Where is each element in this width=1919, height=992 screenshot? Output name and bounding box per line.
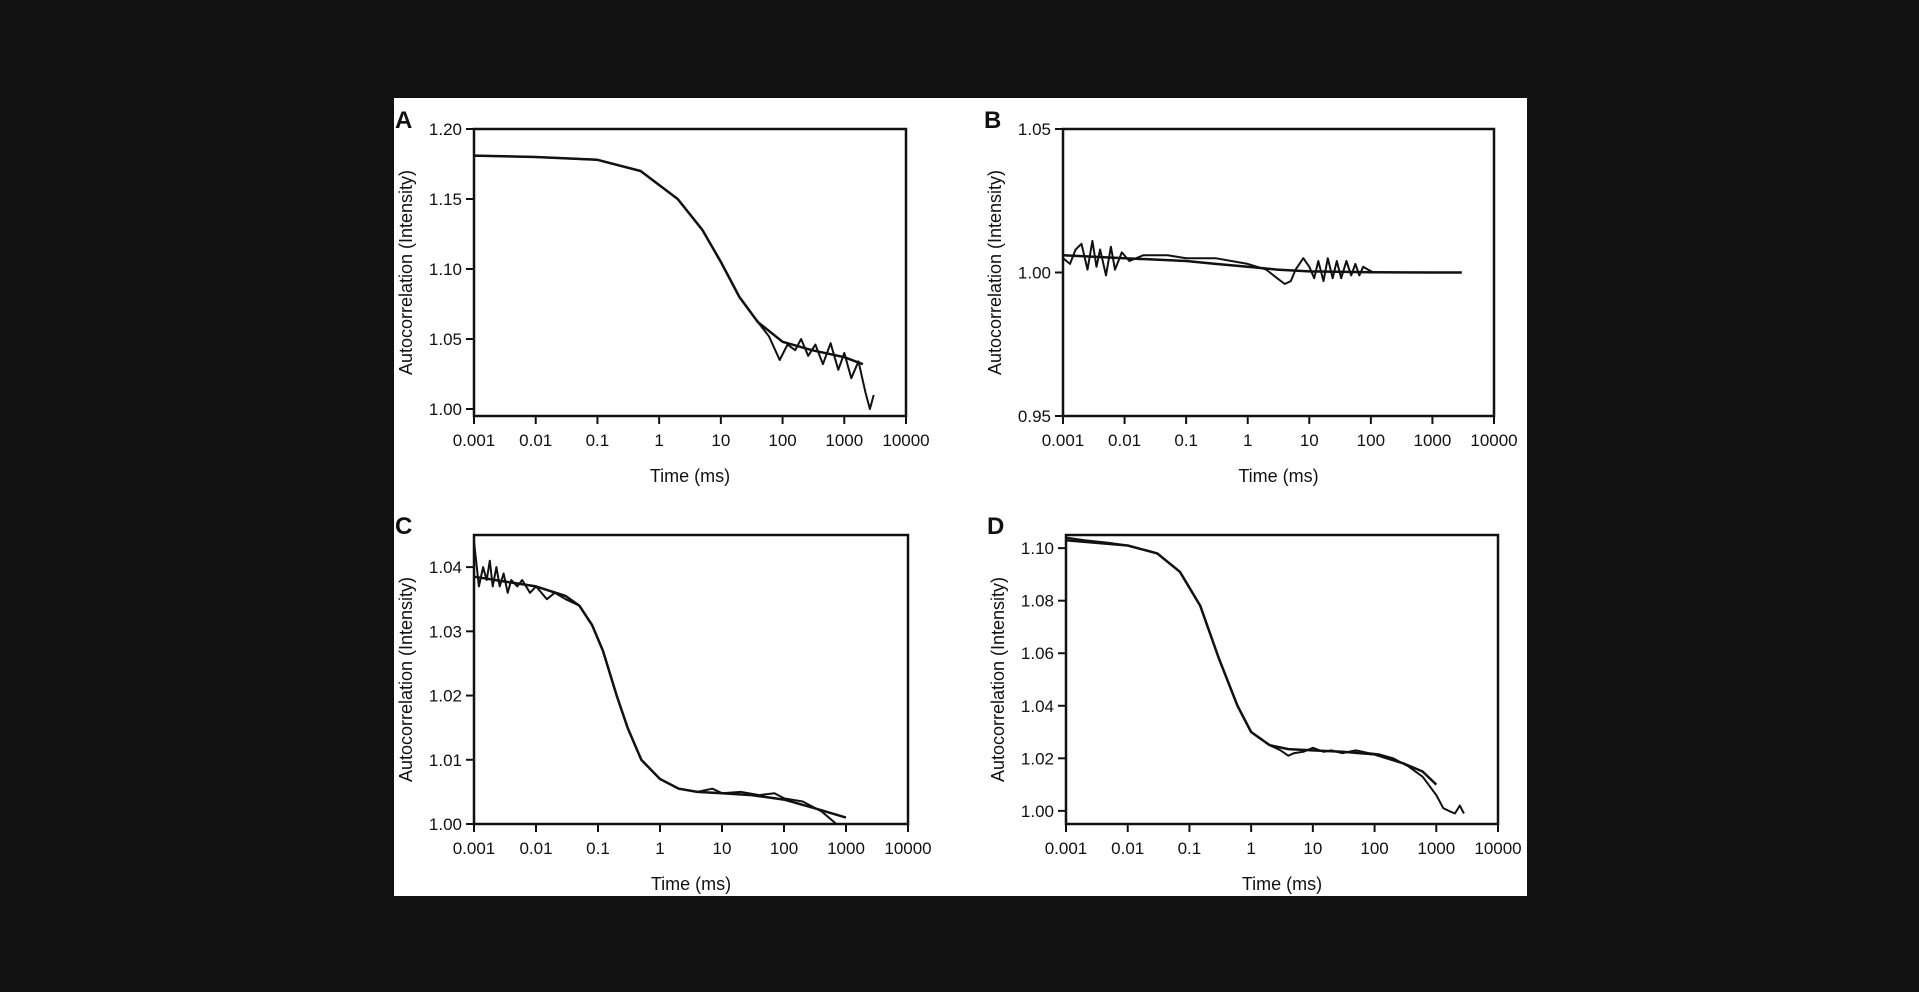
y-tick-label: 1.03 (429, 622, 462, 641)
x-tick-label: 10 (1300, 431, 1319, 450)
x-tick-label: 10000 (1470, 431, 1517, 450)
x-tick-label: 0.1 (1174, 431, 1198, 450)
x-tick-label: 0.01 (1111, 839, 1144, 858)
y-tick-label: 1.00 (429, 815, 462, 834)
y-tick-label: 1.15 (429, 190, 462, 209)
figure-panel: A 0.001 0.01 0.1 1 10 100 1000 10000 1.00 1.05 1.10… (394, 98, 1527, 896)
series-fit-line (473, 154, 864, 366)
y-tick-label: 1.02 (1021, 749, 1054, 768)
x-tick-label: 0.1 (1178, 839, 1202, 858)
x-tick-label: 100 (768, 431, 796, 450)
series-fit-line (1062, 254, 1462, 274)
x-tick-label: 0.001 (1045, 839, 1088, 858)
x-axis-title: Time (ms) (1238, 466, 1318, 486)
x-tick-label: 10000 (1474, 839, 1521, 858)
panel-label: C (395, 513, 412, 540)
x-tick-label: 1000 (1414, 431, 1452, 450)
chart-c: C 0.001 0.01 0.1 1 10 100 1000 10000 1.00 1.01 1.02… (395, 513, 932, 894)
y-tick-label: 1.04 (1021, 697, 1054, 716)
plot-frame (472, 127, 908, 418)
x-tick-label: 0.01 (519, 839, 552, 858)
y-tick-label: 1.00 (1018, 264, 1051, 283)
series-data-line (1065, 536, 1465, 815)
series-fit-line (1065, 539, 1438, 786)
plot-frame (472, 533, 910, 826)
x-tick-label: 10 (711, 431, 730, 450)
y-tick-label: 0.95 (1018, 407, 1051, 426)
x-tick-label: 0.001 (453, 431, 496, 450)
series-data-line (473, 541, 838, 825)
x-tick-label: 0.1 (586, 431, 610, 450)
x-tick-label: 100 (1357, 431, 1385, 450)
y-tick-label: 1.10 (1021, 539, 1054, 558)
x-tick-label: 0.001 (1042, 431, 1085, 450)
y-tick-label: 1.20 (429, 120, 462, 139)
x-tick-label: 1000 (825, 431, 863, 450)
x-axis-title: Time (ms) (650, 466, 730, 486)
y-tick-label: 1.01 (429, 751, 462, 770)
panel-label: B (984, 107, 1001, 134)
y-tick-label: 1.05 (1018, 120, 1051, 139)
chart-d: D 0.001 0.01 0.1 1 10 100 1000 10000 1.00 1.02 1.04… (987, 513, 1522, 894)
figure-svg: A 0.001 0.01 0.1 1 10 100 1000 10000 1.00 1.05 1.10… (395, 107, 1522, 894)
y-axis-title: Autocorrelation (Intensity) (985, 170, 1005, 375)
y-tick-label: 1.06 (1021, 644, 1054, 663)
x-tick-label: 1 (655, 839, 664, 858)
series-data-line (1062, 239, 1374, 285)
x-tick-label: 1 (1246, 839, 1255, 858)
x-tick-label: 1 (1243, 431, 1252, 450)
x-tick-label: 1000 (1417, 839, 1455, 858)
x-tick-label: 100 (770, 839, 798, 858)
x-tick-label: 1000 (827, 839, 865, 858)
x-axis-title: Time (ms) (1242, 874, 1322, 894)
x-tick-label: 0.01 (1108, 431, 1141, 450)
x-axis-title: Time (ms) (651, 874, 731, 894)
y-tick-label: 1.08 (1021, 592, 1054, 611)
y-tick-label: 1.10 (429, 260, 462, 279)
x-tick-label: 10000 (882, 431, 929, 450)
x-tick-label: 10 (1303, 839, 1322, 858)
y-tick-label: 1.05 (429, 330, 462, 349)
chart-a: A 0.001 0.01 0.1 1 10 100 1000 10000 1.00 1.05 1.10… (395, 107, 930, 486)
x-tick-label: 1 (654, 431, 663, 450)
chart-b: B 0.001 0.01 0.1 1 10 100 1000 10000 0.95 1.00 1.05… (984, 107, 1518, 486)
y-axis-title: Autocorrelation (Intensity) (988, 577, 1008, 782)
series-data-line (473, 154, 875, 410)
y-tick-label: 1.00 (1021, 802, 1054, 821)
y-tick-label: 1.00 (429, 400, 462, 419)
y-axis-title: Autocorrelation (Intensity) (396, 170, 416, 375)
panel-label: A (395, 107, 412, 134)
x-tick-label: 100 (1360, 839, 1388, 858)
y-tick-label: 1.02 (429, 687, 462, 706)
series-fit-line (473, 575, 847, 819)
x-tick-label: 10000 (884, 839, 931, 858)
x-tick-label: 0.01 (519, 431, 552, 450)
panel-label: D (987, 513, 1004, 540)
x-tick-label: 0.001 (453, 839, 496, 858)
y-axis-title: Autocorrelation (Intensity) (396, 577, 416, 782)
plot-frame (1064, 533, 1500, 826)
x-tick-label: 0.1 (586, 839, 610, 858)
y-tick-label: 1.04 (429, 558, 462, 577)
x-tick-label: 10 (713, 839, 732, 858)
